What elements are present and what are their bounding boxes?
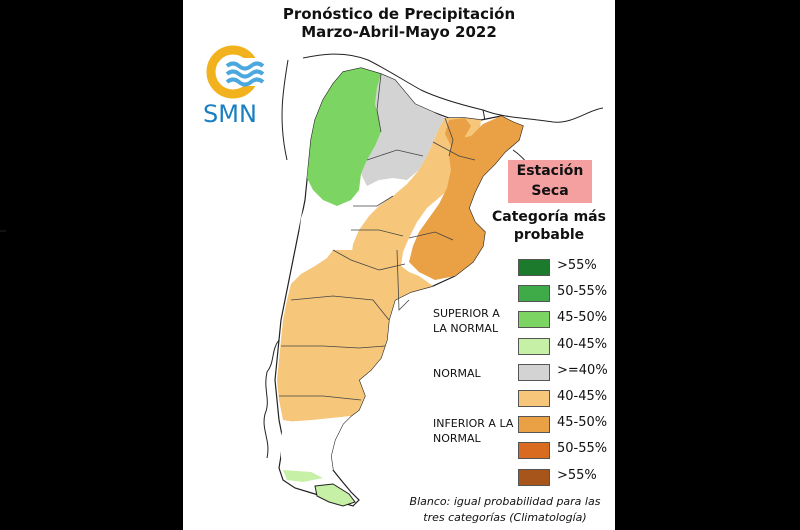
coastline-detail bbox=[263, 339, 280, 459]
logo-text: SMN bbox=[203, 100, 257, 128]
legend-title: Categoría más probable bbox=[492, 209, 606, 243]
legend-swatch bbox=[518, 416, 550, 433]
region-superior-40-45-south bbox=[283, 470, 323, 482]
region-superior-45-50 bbox=[307, 68, 381, 206]
region-inferior-40-45-south bbox=[277, 250, 433, 422]
province-borders bbox=[279, 73, 476, 401]
legend-label: 45-50% bbox=[557, 415, 608, 430]
legend-label: 50-55% bbox=[557, 441, 608, 456]
region-inferior-45-50 bbox=[409, 116, 523, 280]
map-panel: Pronóstico de Precipitación Marzo-Abril-… bbox=[183, 0, 615, 530]
argentina-map bbox=[263, 53, 604, 507]
legend-label: >55% bbox=[557, 258, 597, 273]
legend-label: >=40% bbox=[557, 363, 608, 378]
region-inferior-45-50-north bbox=[445, 118, 471, 146]
region-climatology-west bbox=[297, 200, 351, 264]
legend-label: 40-45% bbox=[557, 337, 608, 352]
group-normal: NORMAL bbox=[433, 367, 481, 380]
region-inferior-40-45 bbox=[351, 118, 481, 270]
legend-swatch bbox=[518, 364, 550, 381]
legend-swatch bbox=[518, 390, 550, 407]
footnote: Blanco: igual probabilidad para las tres… bbox=[409, 495, 601, 524]
title-line-2: Marzo-Abril-Mayo 2022 bbox=[301, 23, 497, 41]
region-climatology-south bbox=[281, 416, 351, 472]
legend-swatch bbox=[518, 469, 550, 486]
region-normal bbox=[361, 74, 445, 186]
legend-label: >55% bbox=[557, 468, 597, 483]
legend-label: 45-50% bbox=[557, 310, 608, 325]
legend-label: 50-55% bbox=[557, 284, 608, 299]
season-badge: Estación Seca bbox=[508, 160, 592, 203]
legend-swatch bbox=[518, 338, 550, 355]
region-superior-40-45-tierra bbox=[314, 483, 356, 507]
group-superior: SUPERIOR A LA NORMAL bbox=[433, 307, 500, 335]
title-line-1: Pronóstico de Precipitación bbox=[282, 5, 516, 23]
smn-logo-icon bbox=[206, 45, 271, 99]
legend-swatch bbox=[518, 311, 550, 328]
legend-swatch bbox=[518, 442, 550, 459]
legend-swatch bbox=[518, 285, 550, 302]
legend-label: 40-45% bbox=[557, 389, 608, 404]
legend-swatch bbox=[518, 259, 550, 276]
axis-tick bbox=[0, 230, 6, 232]
group-inferior: INFERIOR A LA NORMAL bbox=[433, 417, 514, 445]
